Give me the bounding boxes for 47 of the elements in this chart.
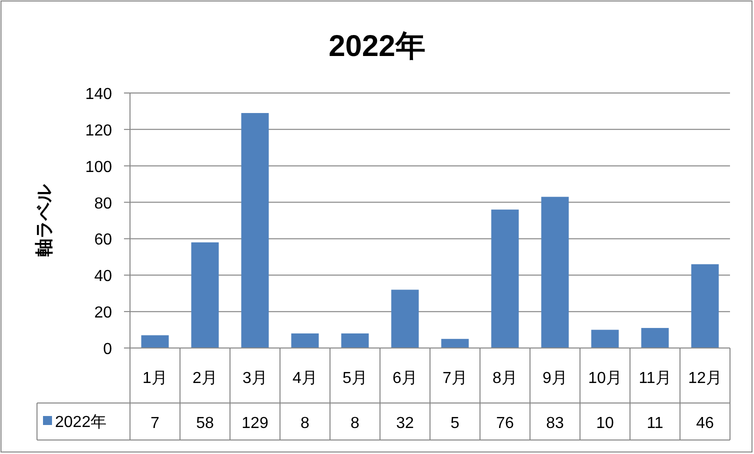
data-label: 8 xyxy=(350,415,360,432)
y-tick-label: 120 xyxy=(85,122,112,140)
x-tick-label: 6月 xyxy=(392,370,418,387)
bar xyxy=(291,333,319,348)
data-label: 8 xyxy=(300,415,310,432)
chart-title: 2022年 xyxy=(328,30,426,63)
x-tick-label: 9月 xyxy=(542,370,568,387)
x-tick-label: 1月 xyxy=(142,370,168,387)
y-tick-label: 140 xyxy=(85,86,112,103)
y-tick-label: 0 xyxy=(103,341,112,358)
bar xyxy=(591,330,619,348)
data-label: 32 xyxy=(396,415,414,432)
bar xyxy=(341,333,369,348)
bar xyxy=(691,264,719,348)
x-tick-label: 5月 xyxy=(342,370,368,387)
data-label: 46 xyxy=(696,415,714,432)
bar xyxy=(141,335,169,348)
data-label: 11 xyxy=(646,415,664,432)
bar xyxy=(541,196,569,348)
data-label: 83 xyxy=(546,415,564,432)
bar xyxy=(491,210,519,348)
bar xyxy=(641,328,669,348)
y-tick-label: 80 xyxy=(94,195,112,212)
x-tick-label: 10月 xyxy=(588,370,622,387)
x-tick-label: 3月 xyxy=(242,370,268,387)
legend-label: 2022年 xyxy=(55,414,107,431)
y-tick-label: 40 xyxy=(94,268,112,286)
data-label: 76 xyxy=(496,415,514,432)
x-tick-label: 11月 xyxy=(638,370,672,387)
y-axis-title: 軸ラベル xyxy=(34,184,54,256)
data-label: 129 xyxy=(242,415,268,432)
x-tick-label: 4月 xyxy=(292,370,318,387)
y-tick-label: 20 xyxy=(94,304,112,322)
bar xyxy=(391,290,419,348)
data-label: 7 xyxy=(150,415,160,432)
x-tick-label: 8月 xyxy=(492,370,518,387)
data-label: 58 xyxy=(196,415,214,432)
y-tick-label: 60 xyxy=(94,232,112,249)
data-label: 5 xyxy=(450,415,460,432)
data-label: 10 xyxy=(596,415,614,432)
bar xyxy=(441,338,469,348)
x-tick-label: 12月 xyxy=(688,370,722,387)
x-tick-label: 7月 xyxy=(442,370,468,387)
y-tick-label: 100 xyxy=(85,158,112,176)
bar xyxy=(191,242,219,348)
bar xyxy=(241,113,269,348)
x-tick-label: 2月 xyxy=(192,370,218,387)
